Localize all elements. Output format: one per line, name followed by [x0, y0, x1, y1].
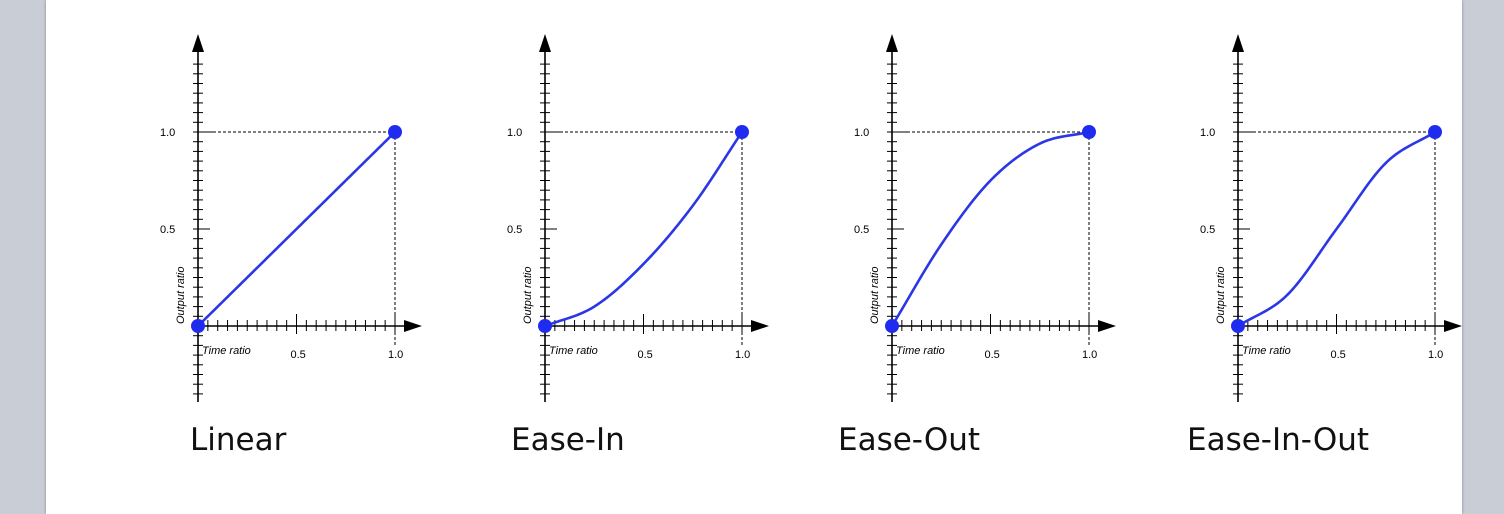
- y-tick-label: 0.5: [854, 224, 869, 236]
- chart-caption: Linear: [190, 422, 287, 458]
- series-line: [543, 130, 744, 328]
- y-tick-label: 1.0: [507, 127, 522, 139]
- chart-caption: Ease-In: [511, 422, 625, 458]
- y-tick-label: 1.0: [1200, 127, 1215, 139]
- x-tick-label: 0.5: [985, 349, 1000, 361]
- data-point: [1231, 319, 1245, 333]
- y-axis-title: Output ratio: [869, 267, 881, 324]
- series-line: [890, 130, 1091, 328]
- chart-ease-in: 1.0 0.5 0.5 1.0 Time ratio Output ratio: [507, 34, 769, 402]
- chart-panel-ease-in: 1.0 0.5 0.5 1.0 Time ratio Output ratio Ease-…: [449, 0, 789, 514]
- data-point: [885, 319, 899, 333]
- chart-linear: 1.0 0.5 0.5 1.0 Time ratio Output ratio: [160, 34, 422, 402]
- y-axis-title: Output ratio: [1215, 267, 1227, 324]
- y-axis-title: Output ratio: [522, 267, 534, 324]
- y-tick-label: 0.5: [507, 224, 522, 236]
- series-line: [1236, 130, 1437, 328]
- chart-caption: Ease-Out: [838, 422, 981, 458]
- chart-panel-ease-out: 1.0 0.5 0.5 1.0 Time ratio Output ratio Ease-…: [796, 0, 1136, 514]
- y-axis-arrow-icon: [1232, 34, 1244, 52]
- x-tick-label: 0.5: [1331, 349, 1346, 361]
- x-axis-arrow-icon: [1098, 320, 1116, 332]
- x-tick-label: 1.0: [1428, 349, 1443, 361]
- x-axis-arrow-icon: [1444, 320, 1462, 332]
- x-tick-label: 0.5: [638, 349, 653, 361]
- y-tick-label: 0.5: [160, 224, 175, 236]
- y-tick-label: 0.5: [1200, 224, 1215, 236]
- data-point: [191, 319, 205, 333]
- x-axis-title: Time ratio: [1242, 345, 1291, 357]
- x-axis-title: Time ratio: [896, 345, 945, 357]
- x-tick-label: 1.0: [388, 349, 403, 361]
- chart-panel-linear: 1.0 0.5 0.5 1.0 Time ratio Output ratio Linea…: [102, 0, 442, 514]
- chart-panel-ease-in-out: 1.0 0.5 0.5 1.0 Time ratio Output ratio Ease-…: [1142, 0, 1482, 514]
- data-point: [1428, 125, 1442, 139]
- slide-page: 1.0 0.5 0.5 1.0 Time ratio Output ratio Linea…: [46, 0, 1462, 514]
- data-point: [388, 125, 402, 139]
- data-point: [735, 125, 749, 139]
- x-axis-title: Time ratio: [202, 345, 251, 357]
- chart-ease-out: 1.0 0.5 0.5 1.0 Time ratio Output ratio: [854, 34, 1116, 402]
- y-axis-title: Output ratio: [175, 267, 187, 324]
- y-axis-arrow-icon: [192, 34, 204, 52]
- x-tick-label: 0.5: [291, 349, 306, 361]
- y-axis-arrow-icon: [539, 34, 551, 52]
- series-line: [196, 130, 397, 328]
- x-axis-arrow-icon: [404, 320, 422, 332]
- y-axis-arrow-icon: [886, 34, 898, 52]
- chart-ease-in-out: 1.0 0.5 0.5 1.0 Time ratio Output ratio: [1200, 34, 1462, 402]
- data-point: [1082, 125, 1096, 139]
- x-axis-title: Time ratio: [549, 345, 598, 357]
- x-axis-arrow-icon: [751, 320, 769, 332]
- data-point: [538, 319, 552, 333]
- y-tick-label: 1.0: [160, 127, 175, 139]
- x-tick-label: 1.0: [1082, 349, 1097, 361]
- x-tick-label: 1.0: [735, 349, 750, 361]
- y-tick-label: 1.0: [854, 127, 869, 139]
- chart-caption: Ease-In-Out: [1187, 422, 1370, 458]
